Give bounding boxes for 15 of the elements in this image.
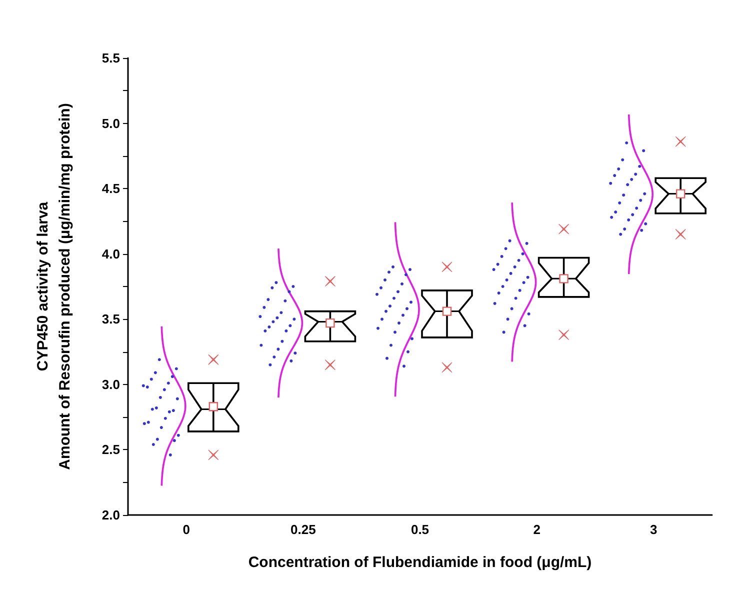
y-tick-label: 3.0 (102, 376, 120, 392)
x-tick-label: 0 (182, 522, 190, 537)
y-tick-label: 3.5 (102, 312, 120, 327)
x-tick-label: 0.5 (410, 522, 430, 537)
y-tick-label: 4.0 (102, 246, 120, 262)
y-tick-label: 5.5 (102, 50, 120, 66)
x-tick-label: 2 (533, 522, 540, 537)
y-tick-label: 4.5 (102, 181, 120, 196)
y-tick-label: 2.5 (102, 442, 120, 458)
x-tick-label: 0.25 (290, 522, 316, 537)
x-tick-label: 3 (650, 522, 658, 537)
y-tick-label: 2.0 (102, 508, 120, 522)
x-axis-title: Concentration of Flubendiamide in food (μg/mL) (248, 554, 592, 571)
y-axis-title: CYP450 activity of larva Amount of Resorufin produced (μg/min/mg protein) (34, 103, 74, 470)
y-tick-label: 5.0 (102, 116, 120, 131)
